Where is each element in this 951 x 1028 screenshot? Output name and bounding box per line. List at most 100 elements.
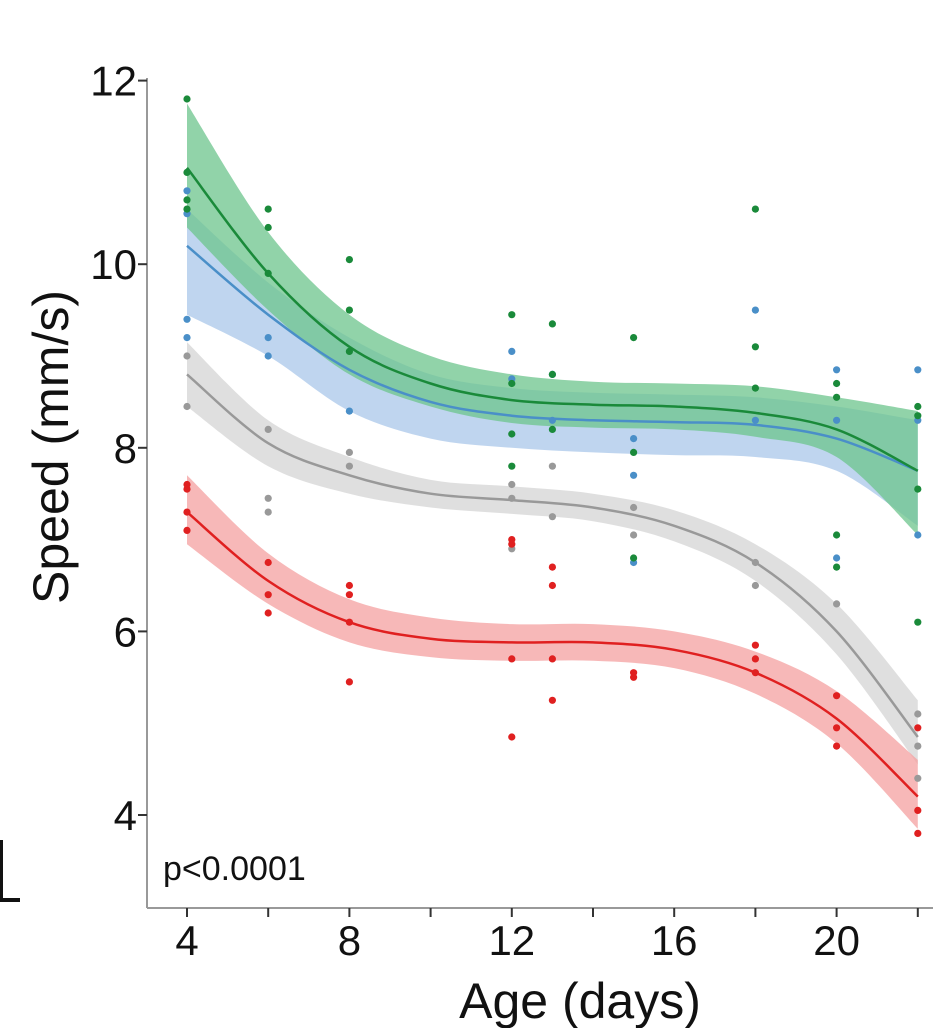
y-tick-label: 10 [90, 241, 137, 288]
y-axis-title: Speed (mm/s) [23, 290, 79, 604]
point-blue [548, 416, 557, 424]
point-green [548, 370, 557, 378]
point-green [630, 334, 638, 342]
point-green [183, 205, 191, 213]
point-green [548, 425, 557, 433]
point-blue [630, 435, 638, 443]
point-red [345, 678, 353, 686]
band-blue [187, 209, 918, 526]
point-green [264, 269, 272, 277]
fit-line-gray [186, 373, 919, 738]
point-green [833, 563, 841, 571]
point-red [183, 485, 191, 493]
point-red [508, 540, 516, 548]
point-red [264, 591, 272, 599]
point-red [914, 829, 922, 838]
confidence-bands [187, 103, 918, 829]
point-red [914, 724, 922, 732]
point-green [914, 402, 922, 411]
point-gray [264, 425, 272, 433]
ticks: 4 8 12 16 20 4 6 8 10 12 [90, 58, 919, 964]
fit-line-blue [186, 244, 919, 472]
point-green [508, 379, 516, 388]
point-red [751, 655, 760, 663]
point-blue [914, 531, 922, 539]
point-green [914, 412, 922, 420]
point-blue [833, 366, 841, 374]
point-red [833, 724, 841, 732]
point-red [751, 641, 760, 649]
point-blue [508, 347, 516, 355]
point-gray [914, 774, 922, 782]
point-red [345, 618, 353, 626]
point-red [508, 733, 516, 741]
point-green [183, 168, 191, 176]
point-green [508, 311, 516, 319]
point-blue [833, 554, 841, 562]
point-blue [630, 471, 638, 479]
point-gray [183, 402, 191, 411]
point-red [345, 591, 353, 599]
point-red [264, 558, 272, 567]
point-blue [751, 306, 760, 314]
point-red [548, 581, 557, 590]
point-blue [751, 416, 760, 424]
point-blue [264, 352, 272, 360]
point-gray [183, 352, 191, 360]
point-gray [508, 480, 516, 489]
x-tick-label: 12 [488, 917, 535, 964]
point-green [183, 95, 191, 103]
point-blue [183, 187, 191, 195]
y-tick-label: 4 [114, 792, 137, 839]
x-axis-title: Age (days) [459, 973, 701, 1028]
point-gray [751, 581, 760, 590]
point-gray [264, 494, 272, 502]
left-edge-mark-bottom [0, 898, 20, 902]
x-tick-label: 16 [651, 917, 698, 964]
point-green [264, 223, 272, 232]
point-blue [914, 366, 922, 374]
p-value-annotation: p<0.0001 [163, 850, 306, 888]
point-gray [630, 531, 638, 539]
point-red [548, 563, 557, 571]
point-gray [345, 448, 353, 456]
point-gray [548, 513, 557, 521]
point-green [833, 531, 841, 539]
band-green [187, 103, 918, 535]
point-blue [183, 315, 191, 323]
point-gray [833, 600, 841, 608]
point-red [508, 655, 516, 663]
point-green [751, 384, 760, 392]
point-blue [345, 407, 353, 415]
fit-line-red [186, 511, 919, 798]
point-blue [183, 334, 191, 342]
point-gray [914, 710, 922, 718]
point-green [345, 306, 353, 314]
point-green [833, 393, 841, 401]
point-green [508, 462, 516, 470]
point-red [630, 673, 638, 681]
axes [146, 78, 933, 909]
fit-lines [186, 167, 919, 798]
point-red [833, 692, 841, 700]
band-red [187, 475, 918, 829]
point-green [264, 205, 272, 213]
fit-line-green [186, 167, 919, 472]
point-red [183, 526, 191, 535]
point-gray [751, 558, 760, 567]
point-red [914, 806, 922, 815]
point-blue [264, 334, 272, 342]
point-gray [345, 462, 353, 470]
point-green [508, 430, 516, 438]
point-gray [548, 462, 557, 470]
point-red [264, 609, 272, 617]
x-tick-label: 8 [338, 917, 361, 964]
point-gray [508, 494, 516, 502]
point-red [751, 669, 760, 677]
x-tick-label: 20 [813, 917, 860, 964]
point-red [548, 696, 557, 704]
point-blue [833, 416, 841, 424]
point-green [183, 196, 191, 204]
point-green [751, 205, 760, 213]
